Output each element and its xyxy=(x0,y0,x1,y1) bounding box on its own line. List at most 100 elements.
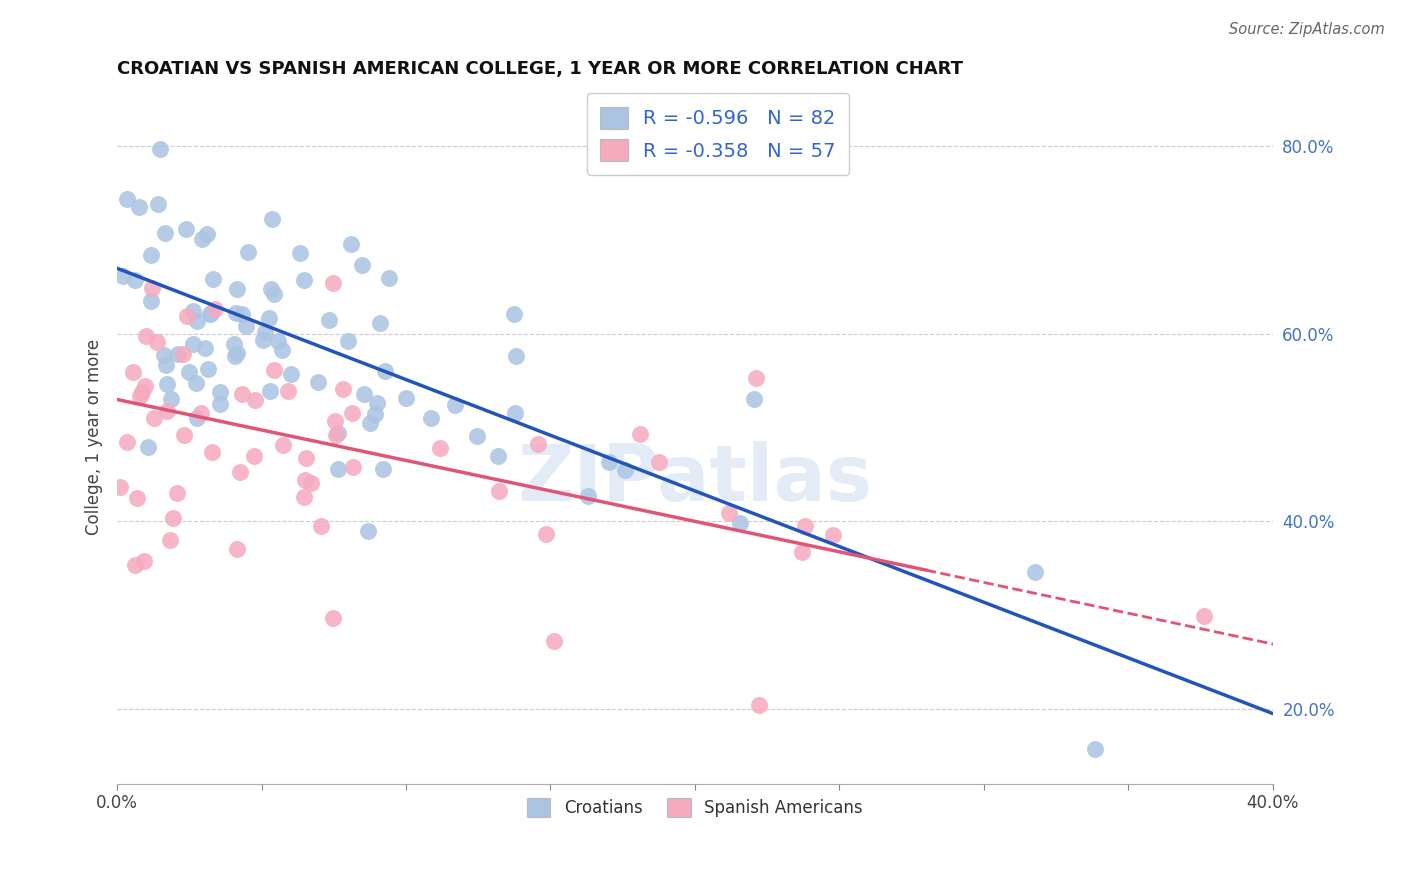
Point xyxy=(152,348,174,362)
Point xyxy=(598,455,620,469)
Point xyxy=(226,345,249,359)
Point xyxy=(325,428,347,442)
Point xyxy=(174,222,197,236)
Point xyxy=(359,416,381,430)
Point xyxy=(443,397,465,411)
Point xyxy=(395,391,418,405)
Point xyxy=(322,611,344,625)
Point xyxy=(332,382,354,396)
Point xyxy=(526,437,548,451)
Point xyxy=(191,232,214,246)
Y-axis label: College, 1 year or more: College, 1 year or more xyxy=(86,339,103,535)
Point xyxy=(280,367,302,381)
Point xyxy=(288,245,311,260)
Point xyxy=(745,371,768,385)
Point xyxy=(243,449,266,463)
Point xyxy=(124,272,146,286)
Point xyxy=(823,528,845,542)
Point xyxy=(292,273,315,287)
Point xyxy=(352,258,374,272)
Point xyxy=(139,294,162,309)
Point xyxy=(231,308,253,322)
Point xyxy=(728,516,751,531)
Point xyxy=(366,396,388,410)
Point xyxy=(277,384,299,398)
Text: Source: ZipAtlas.com: Source: ZipAtlas.com xyxy=(1229,22,1385,37)
Point xyxy=(292,490,315,504)
Point xyxy=(190,406,212,420)
Point xyxy=(339,236,361,251)
Point xyxy=(195,227,218,241)
Point xyxy=(155,358,177,372)
Point xyxy=(262,212,284,227)
Point xyxy=(235,318,257,333)
Point xyxy=(201,445,224,459)
Point xyxy=(377,270,399,285)
Point xyxy=(748,698,770,712)
Point xyxy=(311,519,333,533)
Point xyxy=(371,461,394,475)
Point xyxy=(173,427,195,442)
Point xyxy=(108,480,131,494)
Point xyxy=(245,392,267,407)
Point xyxy=(742,392,765,407)
Point xyxy=(368,316,391,330)
Point xyxy=(128,389,150,403)
Point xyxy=(186,410,208,425)
Point xyxy=(1024,565,1046,579)
Point xyxy=(534,526,557,541)
Point xyxy=(357,524,380,538)
Point xyxy=(145,335,167,350)
Point xyxy=(353,387,375,401)
Point xyxy=(229,466,252,480)
Point xyxy=(141,281,163,295)
Point xyxy=(209,385,232,400)
Point xyxy=(183,337,205,351)
Point xyxy=(1192,609,1215,624)
Point xyxy=(252,333,274,347)
Point xyxy=(503,307,526,321)
Point xyxy=(263,362,285,376)
Point xyxy=(127,491,149,506)
Point xyxy=(186,314,208,328)
Point xyxy=(197,362,219,376)
Point xyxy=(236,245,259,260)
Point xyxy=(253,326,276,340)
Point xyxy=(342,459,364,474)
Point xyxy=(208,396,231,410)
Point xyxy=(115,193,138,207)
Point xyxy=(294,473,316,487)
Point xyxy=(134,379,156,393)
Point xyxy=(505,349,527,363)
Point xyxy=(162,511,184,525)
Point xyxy=(259,384,281,398)
Point xyxy=(131,385,153,400)
Point xyxy=(322,276,344,290)
Legend: Croatians, Spanish Americans: Croatians, Spanish Americans xyxy=(520,791,869,824)
Point xyxy=(263,287,285,301)
Point xyxy=(307,375,329,389)
Point xyxy=(124,558,146,572)
Point xyxy=(204,302,226,317)
Point xyxy=(503,406,526,420)
Point xyxy=(1084,741,1107,756)
Point xyxy=(260,282,283,296)
Point xyxy=(166,486,188,500)
Point xyxy=(225,306,247,320)
Point xyxy=(159,533,181,547)
Text: CROATIAN VS SPANISH AMERICAN COLLEGE, 1 YEAR OR MORE CORRELATION CHART: CROATIAN VS SPANISH AMERICAN COLLEGE, 1 … xyxy=(117,60,963,78)
Point xyxy=(200,305,222,319)
Point xyxy=(326,461,349,475)
Point xyxy=(486,449,509,463)
Point xyxy=(115,435,138,450)
Point xyxy=(222,336,245,351)
Text: ZIPatlas: ZIPatlas xyxy=(517,441,872,516)
Point xyxy=(340,406,363,420)
Point xyxy=(364,407,387,421)
Point xyxy=(488,483,510,498)
Point xyxy=(176,309,198,323)
Point xyxy=(614,463,637,477)
Point xyxy=(718,506,741,520)
Point xyxy=(167,347,190,361)
Point xyxy=(465,429,488,443)
